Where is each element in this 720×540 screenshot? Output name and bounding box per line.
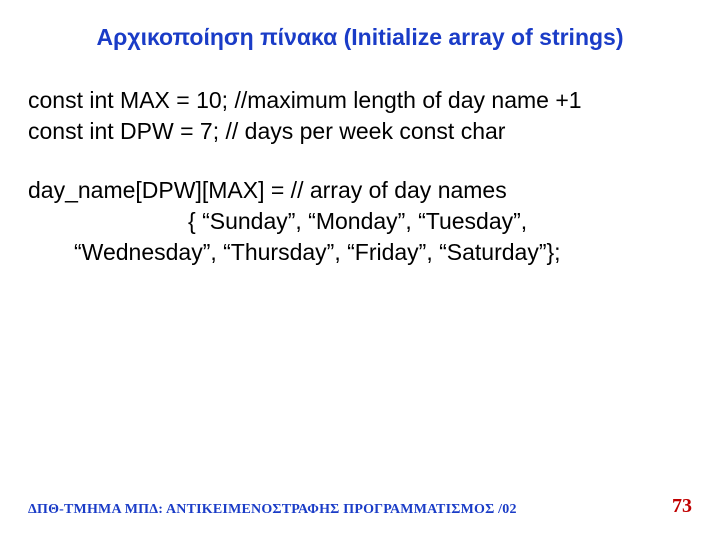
code-line-4: { “Sunday”, “Monday”, “Tuesday”, bbox=[28, 206, 692, 237]
slide: Αρχικοποίηση πίνακα (Initialize array of… bbox=[0, 0, 720, 540]
code-block-1: const int MAX = 10; //maximum length of … bbox=[28, 85, 692, 147]
code-line-1: const int MAX = 10; //maximum length of … bbox=[28, 85, 692, 116]
code-line-3: day_name[DPW][MAX] = // array of day nam… bbox=[28, 175, 692, 206]
footer-text: ΔΠΘ-ΤΜΗΜΑ ΜΠΔ: ΑΝΤΙΚΕΙΜΕΝΟΣΤΡΑΦΗΣ ΠΡΟΓΡΑ… bbox=[28, 502, 517, 518]
footer: ΔΠΘ-ΤΜΗΜΑ ΜΠΔ: ΑΝΤΙΚΕΙΜΕΝΟΣΤΡΑΦΗΣ ΠΡΟΓΡΑ… bbox=[28, 495, 692, 518]
code-line-5: “Wednesday”, “Thursday”, “Friday”, “Satu… bbox=[28, 237, 692, 268]
page-number: 73 bbox=[672, 495, 692, 518]
slide-title: Αρχικοποίηση πίνακα (Initialize array of… bbox=[28, 24, 692, 51]
code-block-2: day_name[DPW][MAX] = // array of day nam… bbox=[28, 175, 692, 268]
code-line-2: const int DPW = 7; // days per week cons… bbox=[28, 116, 692, 147]
